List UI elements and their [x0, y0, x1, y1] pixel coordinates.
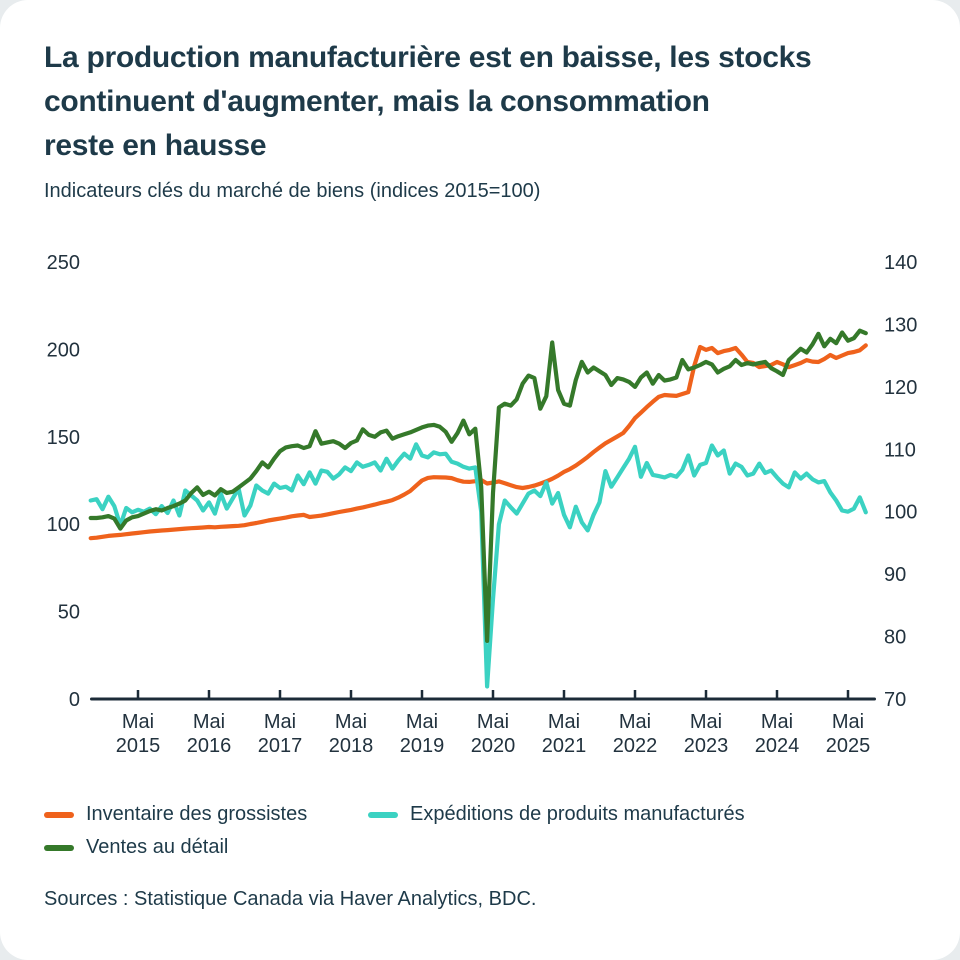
x-tick-label-year: 2016 [187, 735, 232, 757]
x-tick-label-year: 2018 [329, 735, 374, 757]
x-tick-label-year: 2025 [826, 735, 871, 757]
x-tick-label-year: 2022 [613, 735, 658, 757]
right-axis-tick-label: 110 [884, 439, 916, 461]
left-axis-tick-label: 100 [47, 514, 80, 536]
series-line-2 [88, 328, 868, 643]
x-tick-label-month: Mai [619, 711, 651, 733]
right-axis-tick-label: 80 [884, 627, 906, 649]
chart-legend: Inventaire des grossistes Expéditions de… [44, 803, 745, 859]
chart-title-line-2: continuent d'augmenter, mais la consomma… [44, 85, 710, 118]
legend-item-inventaire-grossistes: Inventaire des grossistes [44, 803, 368, 826]
x-tick-label-month: Mai [264, 711, 296, 733]
line-chart: Mai2015Mai2016Mai2017Mai2018Mai2019Mai20… [47, 252, 918, 757]
right-axis-tick-label: 130 [884, 314, 917, 336]
chart-subtitle: Indicateurs clés du marché de biens (ind… [44, 180, 541, 202]
x-tick-label-month: Mai [761, 711, 793, 733]
right-axis-tick-label: 120 [884, 377, 917, 399]
x-axis-tick [633, 690, 637, 698]
x-axis-tick [846, 690, 850, 698]
left-axis-tick-label: 200 [47, 339, 80, 361]
x-axis-tick [491, 690, 495, 698]
x-axis-line [90, 697, 876, 701]
legend-swatch-green-icon [44, 844, 74, 851]
x-tick-label-year: 2019 [400, 735, 445, 757]
x-tick-label-year: 2020 [471, 735, 516, 757]
x-tick-label-year: 2017 [258, 735, 303, 757]
x-tick-label-month: Mai [335, 711, 367, 733]
legend-item-ventes-detail: Ventes au détail [44, 836, 368, 859]
legend-swatch-teal-icon [368, 811, 398, 818]
x-tick-label-month: Mai [548, 711, 580, 733]
x-tick-label-month: Mai [122, 711, 154, 733]
x-axis-tick [420, 690, 424, 698]
x-axis-tick [278, 690, 282, 698]
legend-row-1: Inventaire des grossistes Expéditions de… [44, 803, 745, 826]
left-axis-tick-label: 150 [47, 427, 80, 449]
x-axis-tick [775, 690, 779, 698]
right-axis-tick-label: 70 [884, 689, 906, 711]
x-tick-label-month: Mai [193, 711, 225, 733]
x-tick-label-month: Mai [832, 711, 864, 733]
x-axis-tick [207, 690, 211, 698]
legend-item-expeditions-manufactures: Expéditions de produits manufacturés [368, 803, 745, 826]
x-tick-label-month: Mai [477, 711, 509, 733]
series-line-1 [88, 442, 868, 689]
right-axis-tick-label: 140 [884, 252, 917, 274]
left-axis-tick-label: 250 [47, 252, 80, 274]
legend-label: Expéditions de produits manufacturés [410, 803, 745, 825]
x-tick-label-year: 2024 [755, 735, 800, 757]
legend-label: Ventes au détail [86, 836, 229, 858]
x-tick-label-year: 2015 [116, 735, 161, 757]
x-tick-label-month: Mai [406, 711, 438, 733]
legend-label: Inventaire des grossistes [86, 803, 308, 825]
chart-title: La production manufacturière est en bais… [44, 36, 924, 168]
x-tick-label-month: Mai [690, 711, 722, 733]
x-axis-tick [349, 690, 353, 698]
x-tick-label-year: 2023 [684, 735, 729, 757]
x-axis-tick [562, 690, 566, 698]
x-axis-tick [136, 690, 140, 698]
legend-swatch-orange-icon [44, 811, 74, 818]
legend-row-2: Ventes au détail [44, 836, 745, 859]
chart-title-line-1: La production manufacturière est en bais… [44, 41, 812, 74]
x-axis-tick [704, 690, 708, 698]
left-axis-tick-label: 0 [69, 689, 80, 711]
chart-title-line-3: reste en hausse [44, 129, 267, 162]
left-axis-tick-label: 50 [58, 602, 80, 624]
right-axis-tick-label: 90 [884, 564, 906, 586]
sources-note: Sources : Statistique Canada via Haver A… [44, 888, 537, 910]
right-axis-tick-label: 100 [884, 502, 917, 524]
x-tick-label-year: 2021 [542, 735, 587, 757]
